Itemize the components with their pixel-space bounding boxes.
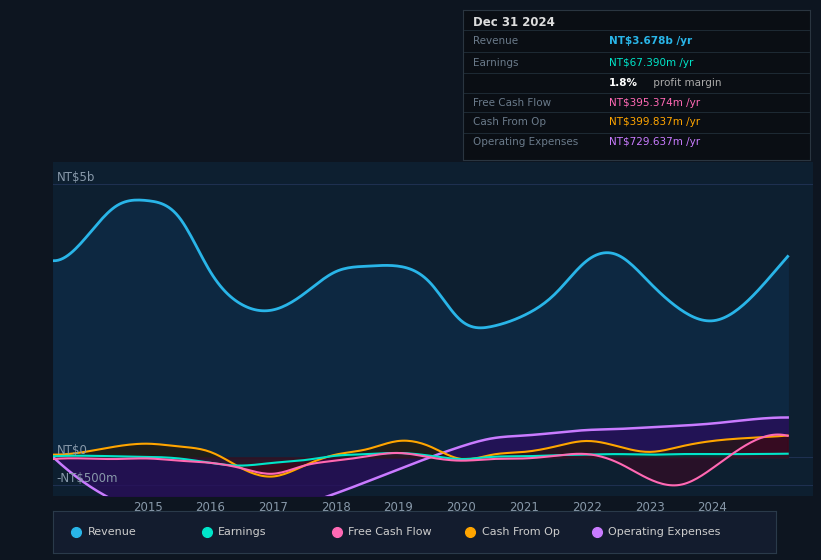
- Text: NT$3.678b /yr: NT$3.678b /yr: [608, 36, 691, 46]
- Text: Operating Expenses: Operating Expenses: [608, 528, 721, 537]
- Text: Earnings: Earnings: [218, 528, 267, 537]
- Text: Cash From Op: Cash From Op: [474, 117, 547, 127]
- Text: 1.8%: 1.8%: [608, 78, 638, 88]
- Text: -NT$500m: -NT$500m: [57, 472, 118, 484]
- Text: profit margin: profit margin: [650, 78, 722, 88]
- Text: Earnings: Earnings: [474, 58, 519, 68]
- Text: Free Cash Flow: Free Cash Flow: [474, 97, 552, 108]
- Text: NT$67.390m /yr: NT$67.390m /yr: [608, 58, 693, 68]
- Text: Free Cash Flow: Free Cash Flow: [348, 528, 432, 537]
- Text: Cash From Op: Cash From Op: [482, 528, 560, 537]
- Text: Revenue: Revenue: [474, 36, 519, 46]
- Text: NT$399.837m /yr: NT$399.837m /yr: [608, 117, 699, 127]
- Text: NT$0: NT$0: [57, 445, 87, 458]
- Text: Dec 31 2024: Dec 31 2024: [474, 16, 555, 29]
- Text: NT$5b: NT$5b: [57, 171, 95, 184]
- Text: Revenue: Revenue: [88, 528, 137, 537]
- Text: NT$729.637m /yr: NT$729.637m /yr: [608, 137, 699, 147]
- Text: NT$395.374m /yr: NT$395.374m /yr: [608, 97, 699, 108]
- Text: Operating Expenses: Operating Expenses: [474, 137, 579, 147]
